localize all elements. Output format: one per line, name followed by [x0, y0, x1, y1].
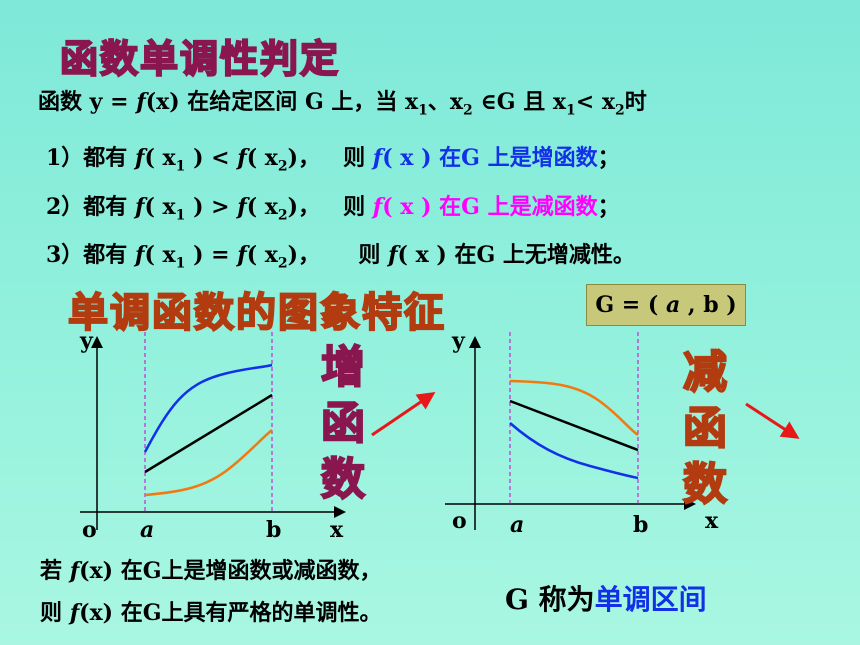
case-end: ；: [597, 145, 620, 171]
decreasing-label: 减函数: [682, 346, 728, 511]
definition-lt: < x: [575, 89, 615, 115]
paren: ( x: [246, 242, 278, 268]
case-condition-end: )，: [287, 194, 321, 220]
right-origin-label: o: [452, 508, 467, 534]
right-blue-curve: [509, 422, 639, 480]
right-x-label: x: [705, 508, 719, 534]
case-result: 在G 上无增减性。: [454, 242, 635, 268]
paren: ( x: [246, 194, 278, 220]
f-symbol: f: [69, 600, 80, 626]
right-black-line: [509, 399, 639, 452]
left-a-label: a: [140, 517, 155, 543]
right-y-label: y: [452, 328, 465, 354]
left-x-label: x: [330, 517, 344, 543]
interval-rest: , b ): [687, 292, 737, 318]
paren: ( x: [397, 242, 429, 268]
interval-box: G = ( a , b ): [586, 284, 746, 326]
footer-text: 则: [40, 600, 63, 626]
interval-a: a: [665, 292, 681, 318]
footer-line-2: 则 f(x) 在G上具有严格的单调性。: [40, 595, 382, 627]
f-symbol: f: [237, 242, 247, 268]
case-then: 则: [343, 194, 366, 220]
footer-line-1: 若 f(x) 在G上是增函数或减函数，: [40, 553, 382, 585]
paren: ): [421, 194, 432, 220]
paren: ( x: [144, 145, 176, 171]
paren: ): [421, 145, 432, 171]
interval-g: G = (: [595, 292, 659, 318]
left-y-label: y: [80, 328, 93, 354]
f-symbol: f: [134, 194, 145, 220]
definition-sep: 、x: [427, 89, 464, 115]
subscript: 1: [565, 102, 576, 119]
footer-text: (x) 在G上是增函数或减函数，: [79, 558, 382, 584]
definition-in-g: ∈G 且 x: [480, 89, 566, 115]
page-title: 函数单调性判定: [59, 36, 341, 82]
right-a-label: a: [510, 512, 525, 538]
case-result: 在G 上是减函数: [439, 194, 598, 220]
f-symbol: f: [69, 558, 80, 584]
case-then: 则: [358, 242, 381, 268]
case-increasing: 1）都有 f( x1 ) < f( x2)， 则 f( x ) 在G 上是增函数…: [46, 140, 620, 174]
paren: ( x: [246, 145, 278, 171]
definition-mid: (x) 在给定区间 G 上，当 x: [145, 89, 419, 115]
definition-line: 函数 y = f(x) 在给定区间 G 上，当 x1、x2 ∈G 且 x1< x…: [38, 84, 647, 118]
case-number: 2）都有: [46, 194, 128, 220]
paren: ( x: [382, 194, 414, 220]
f-symbol: f: [388, 242, 398, 268]
case-number: 1）都有: [46, 145, 128, 171]
case-condition: ) =: [193, 242, 230, 268]
subscript: 2: [277, 158, 288, 175]
interval-term: 单调区间: [594, 583, 707, 616]
subscript: 1: [175, 158, 186, 175]
increasing-arrow: [371, 391, 436, 437]
left-origin-label: o: [82, 517, 97, 543]
f-symbol: f: [372, 194, 383, 220]
subscript: 1: [418, 102, 428, 119]
f-symbol: f: [134, 242, 145, 268]
footer-text: (x) 在G上具有严格的单调性。: [79, 600, 382, 626]
case-result: 在G 上是增函数: [439, 145, 598, 171]
f-symbol: f: [237, 194, 247, 220]
case-condition: ) <: [193, 145, 230, 171]
case-number: 3）都有: [46, 242, 128, 268]
case-condition-end: )，: [287, 145, 321, 171]
definition-tail: 时: [624, 89, 647, 115]
case-end: ；: [597, 194, 620, 220]
monotonic-interval-label: G 称为单调区间: [505, 578, 707, 618]
paren: ( x: [144, 194, 176, 220]
left-b-label: b: [266, 517, 282, 543]
case-decreasing: 2）都有 f( x1 ) > f( x2)， 则 f( x ) 在G 上是减函数…: [46, 189, 620, 223]
paren: ( x: [144, 242, 176, 268]
paren: ( x: [382, 145, 414, 171]
interval-label-pre: G 称为: [505, 583, 595, 616]
case-condition: ) >: [193, 194, 230, 220]
subscript: 2: [277, 255, 288, 272]
right-orange-curve: [509, 379, 639, 437]
f-symbol: f: [237, 145, 247, 171]
subscript: 2: [277, 207, 288, 224]
f-symbol: f: [136, 89, 146, 115]
subscript: 1: [175, 255, 186, 272]
case-then: 则: [343, 145, 366, 171]
decreasing-arrow: [745, 402, 800, 439]
paren: ): [436, 242, 447, 268]
left-blue-curve: [143, 363, 273, 453]
subscript: 1: [175, 207, 186, 224]
increasing-label: 增函数: [320, 341, 366, 506]
subscript: 2: [463, 102, 473, 119]
subscript: 2: [614, 102, 625, 119]
definition-prefix: 函数 y =: [38, 89, 129, 115]
right-b-label: b: [633, 512, 649, 538]
f-symbol: f: [134, 145, 145, 171]
left-orange-curve: [144, 429, 273, 497]
footer-text: 若: [40, 558, 63, 584]
left-black-line: [144, 393, 273, 474]
f-symbol: f: [372, 145, 383, 171]
section-title: 单调函数的图象特征: [67, 289, 446, 337]
case-constant: 3）都有 f( x1 ) = f( x2)， 则 f( x ) 在G 上无增减性…: [46, 237, 635, 271]
case-condition-end: )，: [287, 242, 321, 268]
